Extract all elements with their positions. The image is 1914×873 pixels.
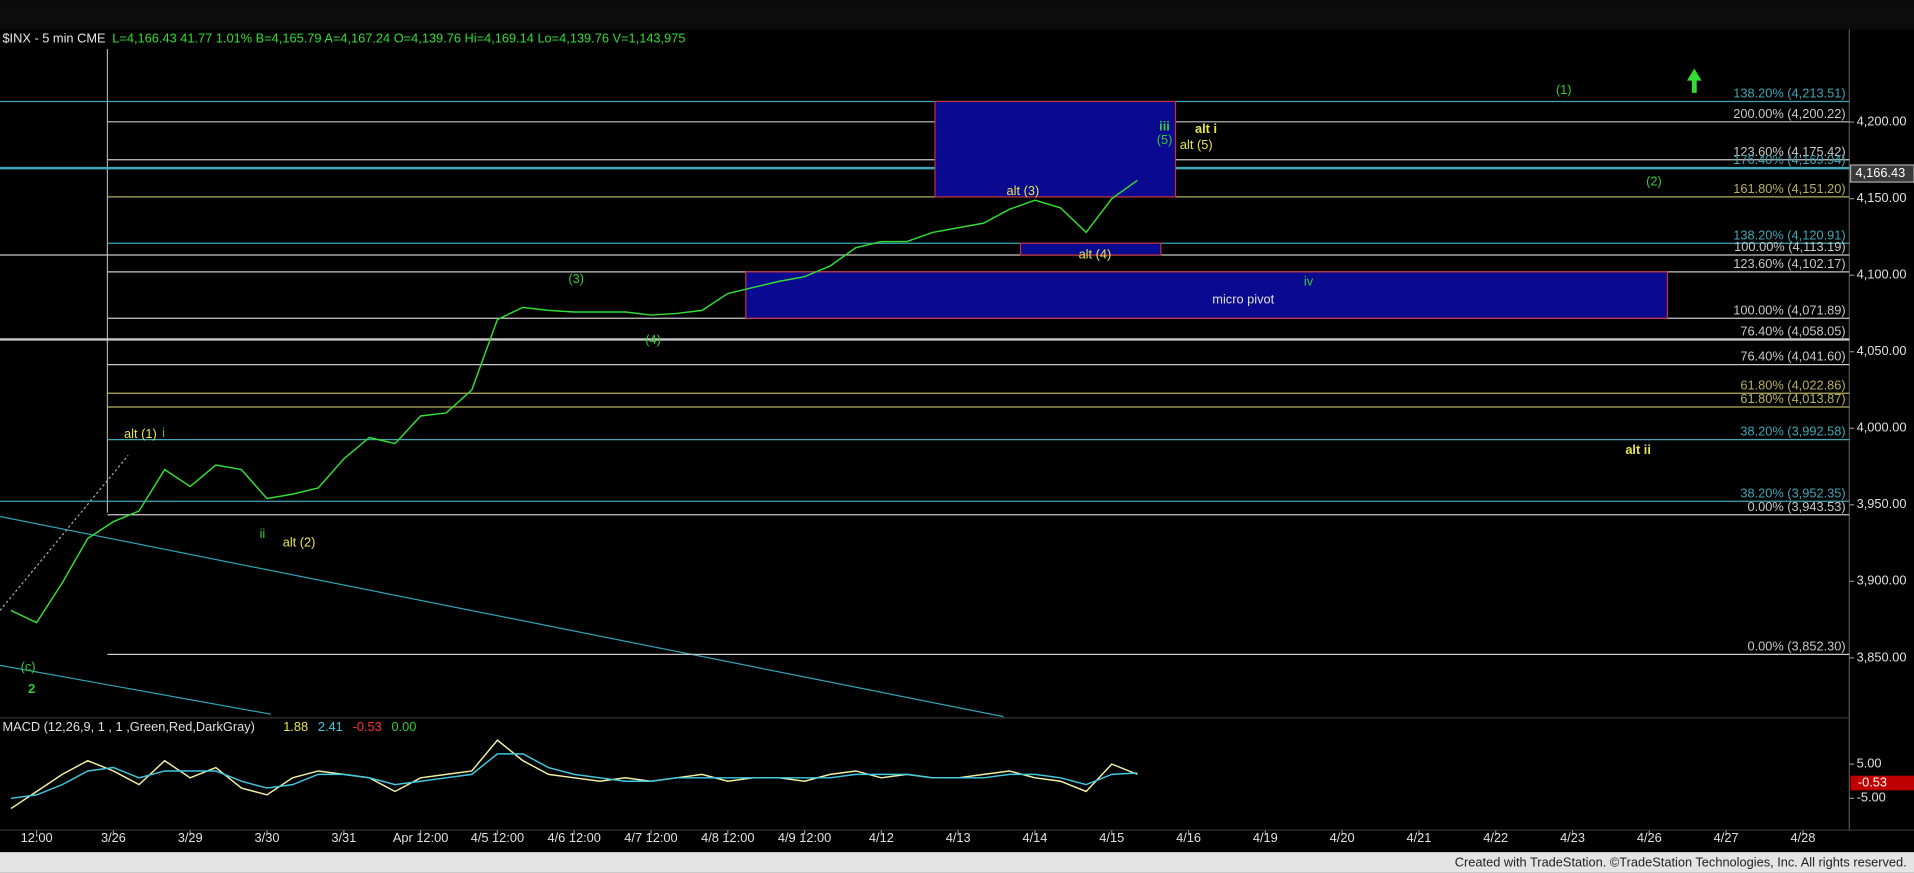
macd-readout: 0.00 [392, 719, 417, 734]
x-tick-label: 4/16 [1176, 830, 1201, 845]
fib-label: 76.40% (4,041.60) [1740, 349, 1845, 364]
macd-readout: 2.41 [318, 719, 343, 734]
macd-last-box [1850, 775, 1914, 791]
wave-label: iii [1159, 118, 1170, 133]
fib-label: 0.00% (3,852.30) [1747, 638, 1845, 653]
trendline-dotted [0, 455, 129, 611]
wave-label: alt ii [1625, 442, 1651, 457]
fib-label: 200.00% (4,200.22) [1733, 106, 1845, 121]
macd-readout: -0.53 [353, 719, 382, 734]
fib-label: 138.20% (4,213.51) [1733, 86, 1845, 101]
zone-box [745, 271, 1669, 319]
trendline [0, 664, 272, 715]
y-tick-label: 4,100.00 [1857, 267, 1907, 282]
wave-label: alt (5) [1180, 137, 1213, 152]
x-tick-label: 4/27 [1714, 830, 1739, 845]
fib-label: 100.00% (4,113.19) [1734, 239, 1845, 254]
y-tick-label: -5.00 [1857, 790, 1886, 805]
fib-label: 38.20% (3,952.35) [1740, 485, 1845, 500]
wave-label: ii [260, 526, 266, 541]
x-tick-label: 4/5 12:00 [471, 830, 524, 845]
x-tick-label: 4/19 [1253, 830, 1278, 845]
wave-label: alt (3) [1007, 183, 1040, 198]
wave-label: alt (1) [124, 426, 157, 441]
chart-symbol: $INX - 5 min CME [2, 31, 105, 46]
fib-label: 138.20% (4,120.91) [1733, 227, 1845, 242]
fib-label: 176.40% (4,169.94) [1733, 152, 1845, 167]
y-tick-label: 4,150.00 [1857, 190, 1907, 205]
fib-label: 76.40% (4,058.05) [1740, 323, 1845, 338]
last-price-box [1849, 164, 1914, 183]
x-tick-label: 3/31 [331, 830, 356, 845]
wave-label: alt (2) [283, 535, 316, 550]
wave-label: (5) [1157, 132, 1173, 147]
quote-line: L=4,166.43 41.77 1.01% B=4,165.79 A=4,16… [112, 31, 685, 46]
zone-box [1019, 242, 1162, 256]
x-tick-label: 4/28 [1790, 830, 1815, 845]
x-tick-label: 4/14 [1023, 830, 1048, 845]
macd-title: MACD (12,26,9, 1 , 1 ,Green,Red,DarkGray… [2, 719, 254, 734]
wave-label: (1) [1556, 82, 1572, 97]
fib-label: 100.00% (4,071.89) [1733, 302, 1845, 317]
x-tick-label: 4/21 [1406, 830, 1431, 845]
last-price-label: 4,166.43 [1855, 165, 1905, 180]
fib-label: 123.60% (4,175.42) [1733, 144, 1845, 159]
x-tick-label: 4/6 12:00 [548, 830, 601, 845]
footer-text: Created with TradeStation. ©TradeStation… [1455, 855, 1907, 870]
wave-label: (2) [1646, 173, 1662, 188]
zone-box [934, 100, 1177, 198]
x-tick-label: 3/26 [101, 830, 126, 845]
price-line [10, 179, 1138, 624]
x-tick-label: 4/20 [1330, 830, 1355, 845]
fib-label: 38.20% (3,992.58) [1740, 424, 1845, 439]
x-tick-label: 3/29 [178, 830, 203, 845]
wave-label: iv [1304, 273, 1314, 288]
x-tick-label: 4/8 12:00 [701, 830, 754, 845]
wave-label: alt i [1195, 121, 1217, 136]
fib-label: 61.80% (4,013.87) [1740, 391, 1845, 406]
fib-label: 161.80% (4,151.20) [1733, 181, 1845, 196]
x-tick-label: 4/7 12:00 [624, 830, 677, 845]
x-tick-label: 4/12 [869, 830, 894, 845]
y-tick-label: 4,200.00 [1857, 114, 1907, 129]
y-tick-label: 5.00 [1857, 756, 1882, 771]
x-tick-label: 4/22 [1483, 830, 1508, 845]
y-tick-label: 4,050.00 [1857, 343, 1907, 358]
x-tick-label: 4/15 [1099, 830, 1124, 845]
footer-bar [0, 852, 1914, 873]
wave-label: (3) [568, 271, 584, 286]
x-tick-label: Apr 12:00 [393, 830, 449, 845]
price-line [10, 753, 1138, 800]
fib-label: 123.60% (4,102.17) [1733, 256, 1845, 271]
fib-label: 0.00% (3,943.53) [1747, 499, 1845, 514]
y-tick-label: 3,850.00 [1857, 649, 1907, 664]
x-tick-label: 4/9 12:00 [778, 830, 831, 845]
x-tick-label: 4/23 [1560, 830, 1585, 845]
fib-label: 61.80% (4,022.86) [1740, 377, 1845, 392]
x-tick-label: 4/26 [1637, 830, 1662, 845]
top-bar [0, 0, 1914, 30]
wave-label: (c) [21, 659, 36, 674]
x-tick-label: 12:00 [21, 830, 53, 845]
y-tick-label: 3,900.00 [1857, 573, 1907, 588]
macd-last-label: -0.53 [1858, 774, 1887, 789]
y-tick-label: 4,000.00 [1857, 420, 1907, 435]
zone-label: micro pivot [1212, 291, 1274, 306]
x-tick-label: 4/13 [946, 830, 971, 845]
trendline [0, 515, 1004, 718]
up-arrow [1686, 68, 1702, 93]
wave-label: 2 [28, 681, 35, 696]
x-tick-label: 3/30 [255, 830, 280, 845]
wave-label: i [162, 425, 165, 440]
wave-label: (4) [645, 332, 661, 347]
wave-label: alt (4) [1079, 247, 1112, 262]
y-tick-label: 3,950.00 [1857, 496, 1907, 511]
macd-readout: 1.88 [283, 719, 308, 734]
